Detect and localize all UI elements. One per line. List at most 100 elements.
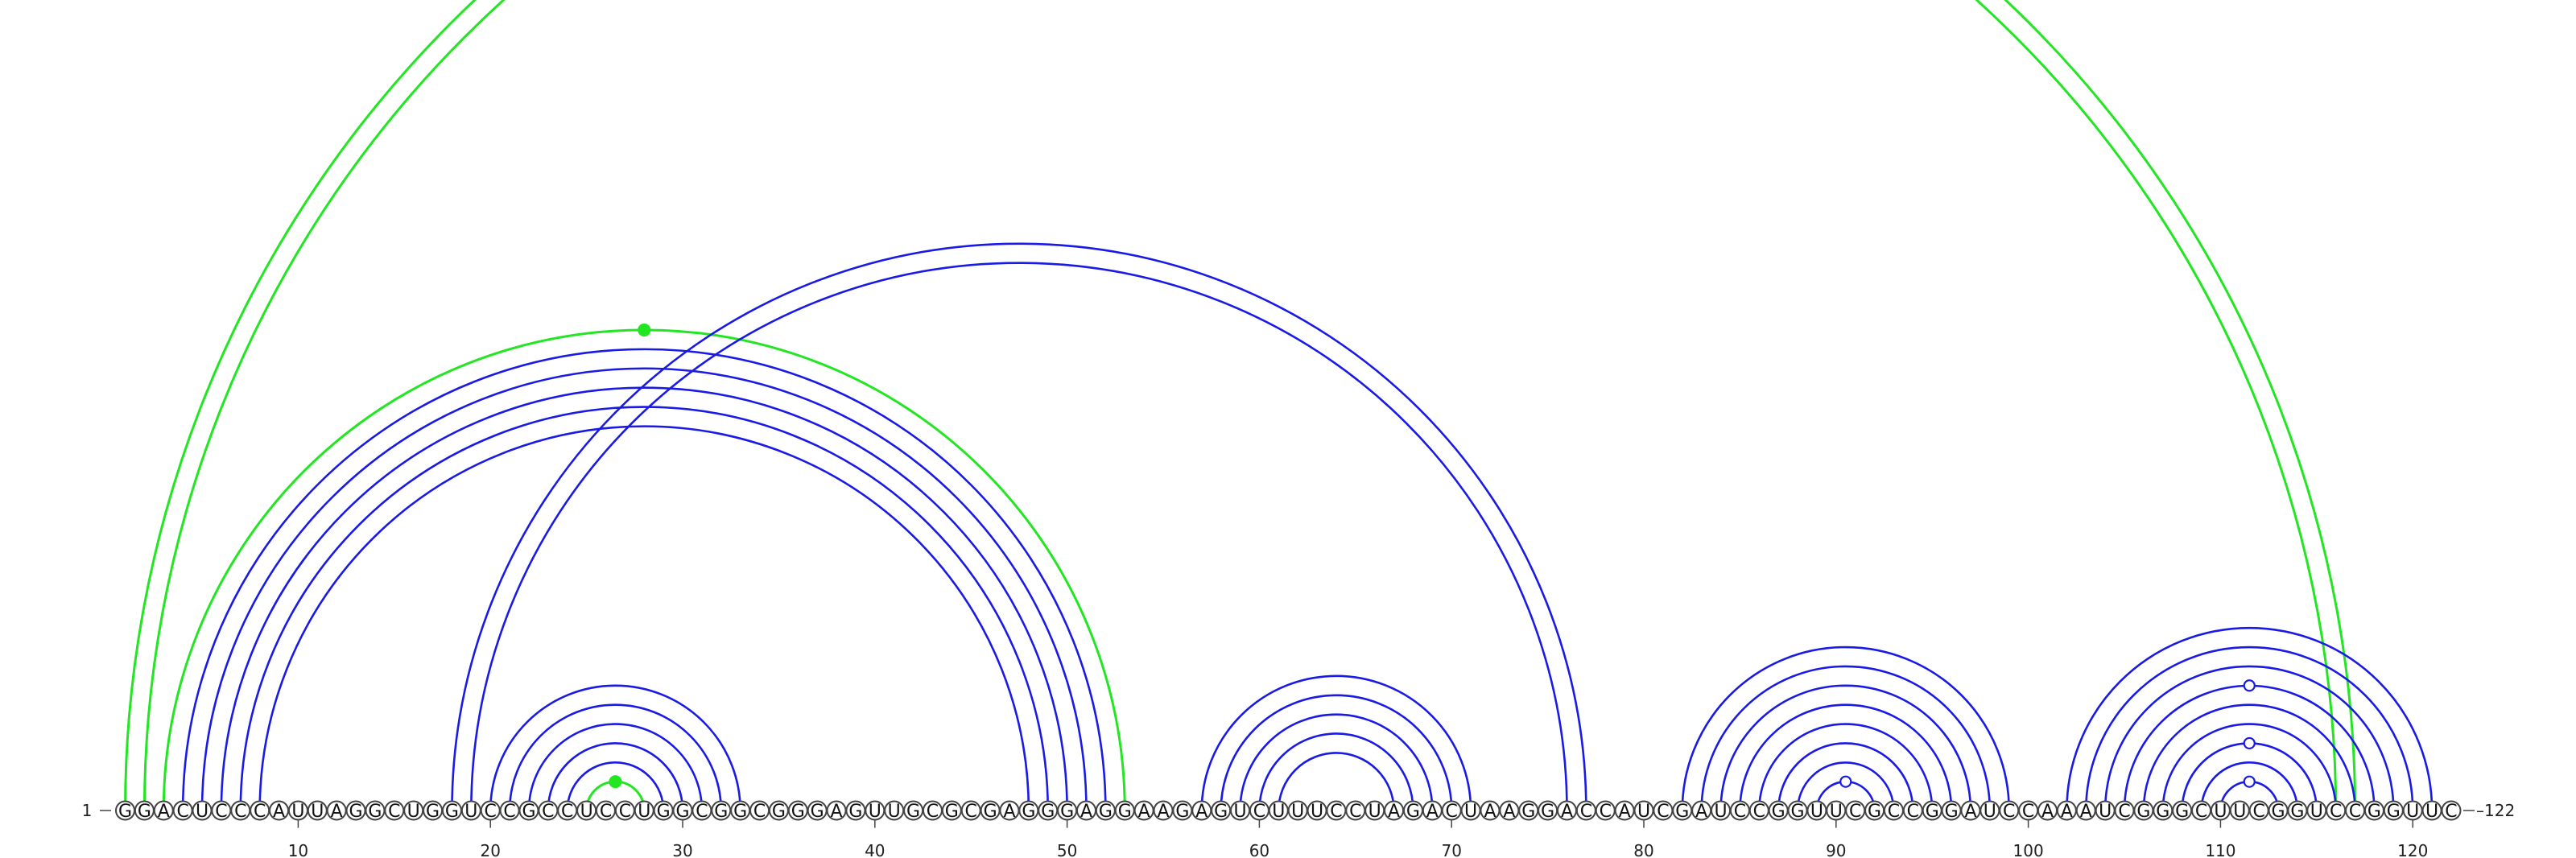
nucleotide-letter: C [1349, 802, 1361, 822]
nucleotide-77: C [1575, 800, 1596, 822]
nucleotide-91: C [1845, 800, 1866, 822]
nucleotide-37: G [807, 800, 828, 822]
arc-8-48 [258, 425, 1030, 811]
nucleotide-letter: G [1945, 802, 1959, 822]
nucleotide-letter: C [234, 802, 246, 822]
nucleotide-76: A [1557, 800, 1577, 822]
arc-87-94 [1777, 742, 1914, 811]
nucleotide-letter: C [1734, 802, 1746, 822]
nucleotide-letter: G [811, 802, 824, 822]
nucleotide-86: C [1748, 800, 1769, 822]
nucleotide-19: U [460, 800, 481, 822]
nucleotide-letter: U [2233, 802, 2246, 822]
arc-22-31 [527, 723, 704, 811]
nucleotide-letter: C [2118, 802, 2130, 822]
arc-5-51 [200, 367, 1088, 811]
nucleotide-31: C [691, 800, 712, 822]
nucleotide-118: G [2363, 800, 2384, 822]
nucleotide-43: C [922, 800, 943, 822]
nucleotide-letter: C [485, 802, 497, 822]
nucleotide-letter: C [2349, 802, 2361, 822]
nucleotide-68: G [1402, 800, 1423, 822]
nucleotide-letter: C [696, 802, 708, 822]
arc-83-98 [1700, 665, 1992, 811]
nucleotide-letter: G [1406, 802, 1420, 822]
nucleotide-letter: U [1272, 802, 1285, 822]
nucleotide-letter: U [2425, 802, 2438, 822]
nucleotide-108: G [2172, 800, 2193, 822]
nucleotide-99: C [1999, 800, 2020, 822]
nucleotide-letter: G [522, 802, 535, 822]
nucleotide-letter: G [848, 802, 862, 822]
nucleotide-102: A [2056, 800, 2077, 822]
arc-marker-4 [2243, 736, 2256, 750]
nucleotide-letter: U [1714, 802, 1727, 822]
nucleotide-letter: G [1868, 802, 1881, 822]
nucleotide-20: C [480, 800, 501, 822]
tick-label-110: 110 [2205, 841, 2235, 858]
nucleotide-letter: G [1099, 802, 1113, 822]
nucleotide-69: A [1422, 800, 1443, 822]
arc-7-49 [239, 406, 1050, 811]
nucleotide-65: C [1345, 800, 1366, 822]
nucleotide-letter: A [1964, 802, 1976, 822]
nucleotide-letter: U [888, 802, 901, 822]
nucleotide-letter: G [2136, 802, 2150, 822]
nucleotide-letter: G [657, 802, 671, 822]
nucleotide-letter: G [368, 802, 382, 822]
nucleotide-letter: U [1368, 802, 1381, 822]
arc-6-50 [220, 386, 1068, 811]
nucleotide-letter: U [196, 802, 208, 822]
nucleotide-letter: C [2022, 802, 2034, 822]
nucleotide-50: G [1057, 800, 1078, 822]
arc-marker-0 [638, 323, 651, 337]
arc-84-97 [1719, 684, 1972, 811]
nucleotide-45: C [960, 800, 981, 822]
nucleotide-letter: A [2061, 802, 2073, 822]
nucleotide-letter: A [1195, 802, 1208, 822]
arc-marker-3 [2243, 775, 2256, 788]
markers-layer [609, 323, 2256, 789]
nucleotide-84: U [1711, 800, 1732, 822]
nucleotide-63: U [1307, 800, 1327, 822]
nucleotide-10: U [287, 800, 308, 822]
nucleotide-letter: G [349, 802, 363, 822]
arc-109-114 [2200, 761, 2299, 811]
nucleotide-letter: G [791, 802, 805, 822]
nucleotide-47: A [999, 800, 1020, 822]
nucleotide-letter: U [1233, 802, 1246, 822]
nucleotide-51: A [1076, 800, 1096, 822]
nucleotide-letter: U [869, 802, 881, 822]
nucleotide-21: C [499, 800, 520, 822]
arc-marker-2 [1839, 775, 1852, 788]
nucleotide-letter: G [1060, 802, 1074, 822]
nucleotide-letter: C [600, 802, 612, 822]
nucleotide-40: U [865, 800, 886, 822]
arc-23-30 [547, 742, 684, 811]
tick-label-100: 100 [2013, 841, 2044, 858]
nucleotide-7: C [230, 800, 251, 822]
nucleotide-73: A [1499, 800, 1520, 822]
arc-58-70 [1220, 694, 1453, 811]
nucleotide-13: G [345, 800, 366, 822]
start-label: 1 [82, 801, 93, 820]
nucleotide-35: G [768, 800, 789, 822]
tick-label-20: 20 [480, 841, 500, 858]
nucleotide-110: U [2210, 800, 2231, 822]
nucleotide-94: C [1902, 800, 1923, 822]
arc-60-68 [1258, 732, 1414, 811]
nucleotide-26: C [596, 800, 616, 822]
nucleotide-49: G [1038, 800, 1059, 822]
arc-85-96 [1739, 703, 1953, 811]
nucleotide-42: G [903, 800, 924, 822]
nucleotide-letter: U [1830, 802, 1843, 822]
nucleotide-5: U [192, 800, 213, 822]
nucleotide-letter: U [2214, 802, 2227, 822]
nucleotide-letter: C [753, 802, 766, 822]
nucleotide-117: C [2345, 800, 2366, 822]
nucleotide-29: G [653, 800, 674, 822]
nucleotide-81: C [1653, 800, 1674, 822]
nucleotide-85: C [1729, 800, 1750, 822]
nucleotide-letter: A [1138, 802, 1150, 822]
